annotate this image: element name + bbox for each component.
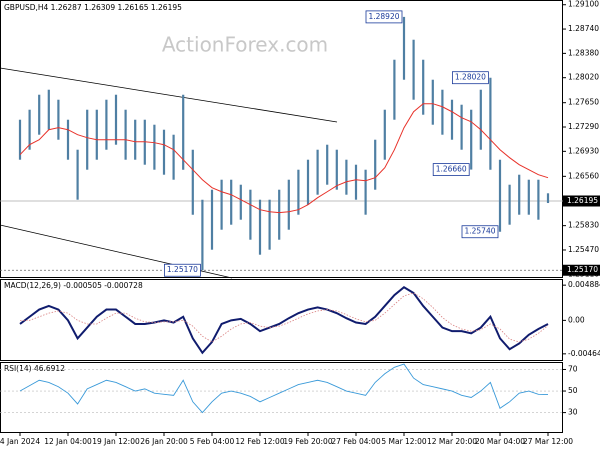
- watermark: ActionForex.com: [162, 33, 328, 57]
- macd-line: [19, 285, 549, 355]
- x-tick-label: 12 Jan 04:00: [44, 437, 92, 446]
- annotation-box: [461, 225, 499, 239]
- price-panel: [0, 0, 563, 278]
- rsi-line: [19, 363, 549, 414]
- y-tick-label: 1.27650: [568, 98, 599, 107]
- y-tick-label: 1.28020: [568, 73, 599, 82]
- y-tick-label: 1.27290: [568, 122, 599, 131]
- level-price-box: [563, 264, 600, 276]
- current-price-label: 1.26195: [567, 196, 598, 205]
- y-tick-label: 30: [568, 408, 578, 417]
- moving-average: [19, 103, 549, 214]
- macd-panel: [0, 279, 563, 361]
- annotation-box: [432, 163, 470, 176]
- price-title: GBPUSD,H4 1.26287 1.26309 1.26165 1.2619…: [4, 3, 182, 12]
- annotation-label: 1.28920: [368, 12, 399, 21]
- x-tick-label: 5 Feb 04:00: [190, 437, 235, 446]
- y-tick-label: 0.004884: [568, 280, 600, 289]
- x-tick-label: 20 Mar 04:00: [475, 437, 525, 446]
- y-tick-label: 70: [568, 364, 578, 373]
- annotation-label: 1.25170: [167, 265, 198, 274]
- y-tick-label: 1.25830: [568, 221, 599, 230]
- x-tick-label: 4 Jan 2024: [0, 437, 40, 446]
- rsi-title: RSI(14) 46.6912: [4, 364, 65, 373]
- current-price-box: [563, 195, 600, 207]
- x-tick-label: 27 Feb 04:00: [331, 437, 380, 446]
- annotation-box: [163, 263, 201, 277]
- x-tick-label: 19 Jan 12:00: [92, 437, 140, 446]
- y-tick-label: 50: [568, 386, 578, 395]
- level-price-label: 1.25170: [567, 265, 598, 274]
- macd-title: MACD(12,26,9) -0.000505 -0.000728: [4, 281, 143, 290]
- y-tick-label: 1.26560: [568, 171, 599, 180]
- annotation-box: [365, 10, 403, 24]
- annotation-label: 1.28020: [455, 73, 486, 82]
- x-tick-label: 12 Mar 20:00: [427, 437, 477, 446]
- y-tick-label: 1.28740: [568, 24, 599, 33]
- x-tick-label: 26 Jan 20:00: [140, 437, 188, 446]
- y-tick-label: -0.004645: [568, 349, 600, 358]
- y-tick-label: 1.28380: [568, 48, 599, 57]
- x-tick-label: 27 Mar 12:00: [523, 437, 573, 446]
- y-tick-label: 1.26930: [568, 146, 599, 155]
- y-tick-label: 1.25470: [568, 245, 599, 254]
- x-tick-label: 12 Feb 12:00: [235, 437, 284, 446]
- trend-line: [0, 67, 338, 123]
- annotation-label: 1.25740: [464, 227, 495, 236]
- annotation-label: 1.26660: [436, 165, 467, 174]
- y-tick-label: 0.00: [568, 315, 585, 324]
- annotation-box: [451, 71, 489, 85]
- x-tick-label: 19 Feb 20:00: [283, 437, 332, 446]
- y-tick-label: 1.29100: [568, 0, 599, 9]
- rsi-panel: [0, 362, 563, 433]
- x-tick-label: 5 Mar 12:00: [381, 437, 427, 446]
